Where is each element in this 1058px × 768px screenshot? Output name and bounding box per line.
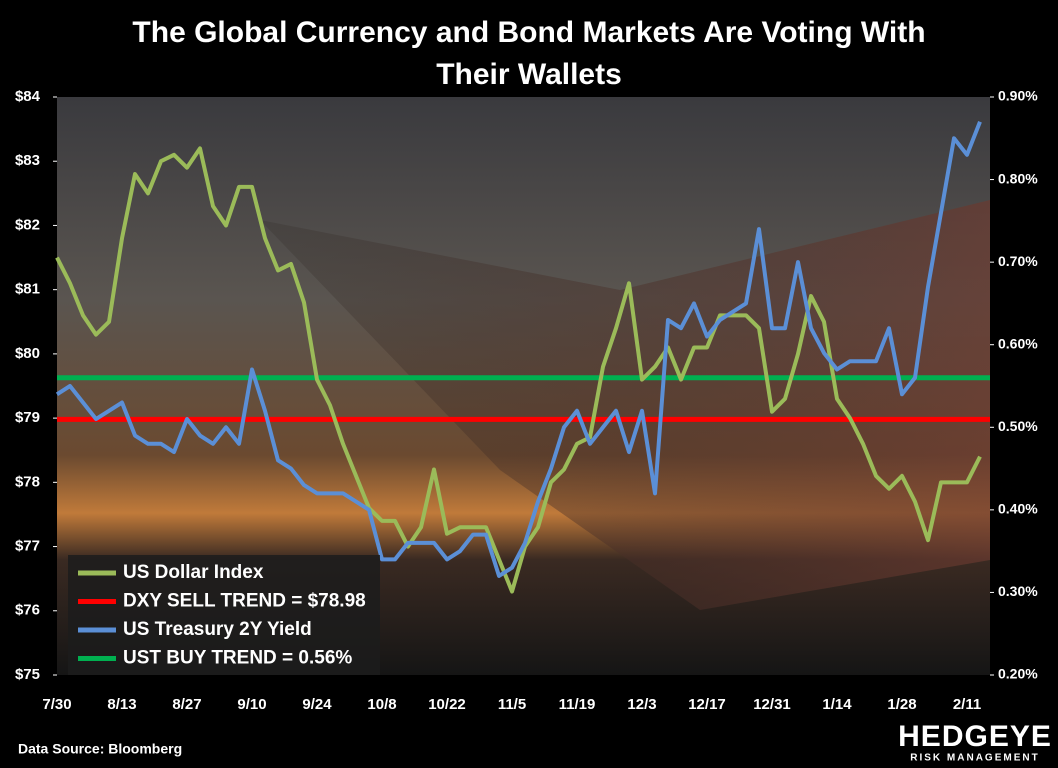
y2-tick-label: 0.90% <box>998 88 1038 104</box>
series-line <box>55 146 982 594</box>
chart-title: The Global Currency and Bond Markets Are… <box>132 16 926 91</box>
x-tick-label: 12/31 <box>753 696 791 713</box>
x-tick-label: 9/10 <box>237 696 266 713</box>
y2-tick-label: 0.30% <box>998 583 1038 599</box>
y-tick-label: $75 <box>15 666 40 683</box>
x-tick-label: 11/19 <box>559 696 596 713</box>
x-tick-label: 2/11 <box>953 696 981 713</box>
x-tick-label: 8/27 <box>172 696 201 713</box>
y2-tick-label: 0.20% <box>998 666 1038 682</box>
legend-label: US Dollar Index <box>123 562 264 583</box>
x-tick-label: 1/28 <box>887 696 916 713</box>
y-tick-label: $84 <box>15 88 41 105</box>
y-tick-label: $76 <box>15 602 40 619</box>
y2-tick-label: 0.50% <box>998 418 1038 434</box>
y-tick-label: $80 <box>15 345 40 362</box>
y2-tick-label: 0.80% <box>998 170 1038 186</box>
logo-subtitle: RISK MANAGEMENT <box>910 753 1039 764</box>
y2-tick-label: 0.70% <box>998 253 1038 269</box>
y-tick-label: $77 <box>15 538 40 555</box>
y-tick-label: $79 <box>15 409 40 426</box>
y-tick-label: $83 <box>15 152 40 169</box>
y-tick-label: $78 <box>15 473 40 490</box>
y2-tick-label: 0.40% <box>998 501 1038 517</box>
logo: HEDGEYE <box>898 720 1052 753</box>
x-tick-label: 7/30 <box>42 696 71 713</box>
x-tick-label: 11/5 <box>498 696 526 713</box>
series-line <box>55 121 982 578</box>
y-tick-label: $82 <box>15 216 40 233</box>
x-tick-label: 1/14 <box>822 696 852 713</box>
legend-box <box>68 555 380 675</box>
x-tick-label: 9/24 <box>302 696 332 713</box>
source-note: Data Source: Bloomberg <box>18 741 182 757</box>
x-tick-label: 12/3 <box>627 696 656 713</box>
y2-tick-label: 0.60% <box>998 335 1038 351</box>
legend-label: DXY SELL TREND = $78.98 <box>123 591 366 612</box>
legend-label: US Treasury 2Y Yield <box>123 619 312 640</box>
x-tick-label: 10/8 <box>367 696 396 713</box>
legend-label: UST BUY TREND = 0.56% <box>123 648 352 669</box>
x-tick-label: 8/13 <box>107 696 136 713</box>
y-tick-label: $81 <box>15 281 40 298</box>
x-tick-label: 12/17 <box>688 696 726 713</box>
x-tick-label: 10/22 <box>428 696 466 713</box>
